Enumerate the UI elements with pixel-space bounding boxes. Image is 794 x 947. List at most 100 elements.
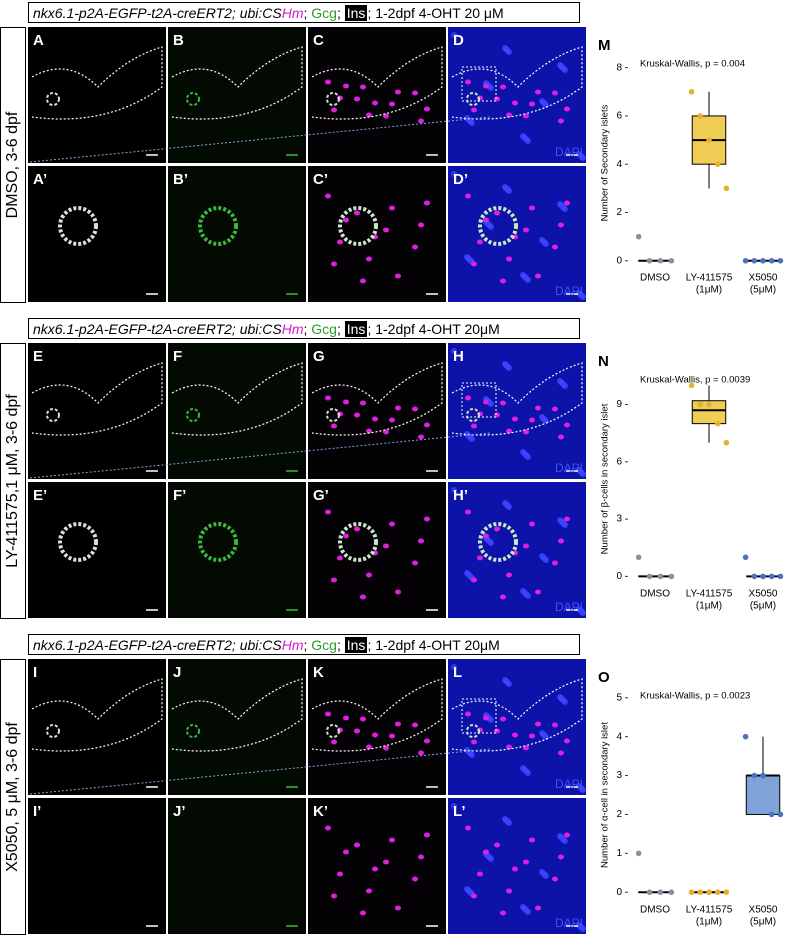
magenta-cell bbox=[500, 400, 506, 406]
magenta-cell bbox=[418, 538, 424, 544]
magenta-cell bbox=[483, 533, 489, 539]
header-part: ; 1-2dpf 4-OHT 20 μM bbox=[367, 5, 504, 21]
x-tick-note: (5μM) bbox=[750, 601, 776, 612]
magenta-cell bbox=[383, 543, 389, 549]
panel-header: nkx6.1-p2A-EGFP-t2A-creERT2; ubi:CSHm; G… bbox=[28, 318, 580, 339]
point bbox=[751, 772, 758, 779]
magenta-cell bbox=[395, 89, 401, 95]
point bbox=[777, 811, 784, 818]
panel-letter: A bbox=[33, 32, 44, 49]
y-tick-label: 1 bbox=[616, 848, 622, 859]
magenta-cell bbox=[412, 722, 418, 728]
magenta-cell bbox=[506, 744, 512, 750]
magenta-cell bbox=[366, 888, 372, 894]
header-part: Ins bbox=[344, 637, 368, 653]
nucleus bbox=[502, 45, 508, 51]
magenta-cell bbox=[465, 509, 471, 515]
point bbox=[714, 420, 721, 427]
header-part: ; bbox=[303, 637, 312, 653]
magenta-cell bbox=[558, 538, 564, 544]
magenta-cell bbox=[343, 83, 349, 89]
point bbox=[760, 772, 766, 779]
micrograph bbox=[168, 343, 306, 479]
magenta-cell bbox=[471, 739, 477, 745]
nucleus bbox=[557, 201, 563, 207]
y-axis-label: Number of Secondary islets bbox=[600, 104, 611, 221]
micrograph bbox=[448, 798, 586, 934]
magenta-cell bbox=[500, 84, 506, 90]
magenta-cell bbox=[383, 859, 389, 865]
point bbox=[688, 88, 695, 95]
nucleus bbox=[451, 32, 457, 38]
outline bbox=[451, 678, 583, 752]
nucleus bbox=[451, 171, 457, 177]
magenta-cell bbox=[412, 406, 418, 412]
x-tick-label: LY-411575 bbox=[686, 273, 733, 284]
nucleus bbox=[451, 664, 457, 670]
nucleus bbox=[502, 677, 508, 683]
magenta-cell bbox=[564, 832, 570, 838]
annotation: Kruskal-Wallis, p = 0.0039 bbox=[640, 375, 750, 386]
magenta-cell bbox=[552, 406, 558, 412]
magenta-cell bbox=[506, 572, 512, 578]
magenta-cell bbox=[343, 849, 349, 855]
magenta-cell bbox=[389, 417, 395, 423]
micrograph bbox=[448, 343, 586, 479]
magenta-cell bbox=[418, 854, 424, 860]
header-part: ; bbox=[303, 5, 312, 21]
panel-letter: F bbox=[173, 348, 182, 365]
outline bbox=[31, 46, 163, 120]
y-tick-label: 6 bbox=[616, 456, 622, 467]
islet bbox=[326, 724, 340, 738]
outline bbox=[451, 46, 583, 120]
point bbox=[742, 554, 749, 561]
header-part: Ins bbox=[344, 5, 368, 21]
point bbox=[697, 889, 704, 896]
magenta-cell bbox=[343, 399, 349, 405]
header-part: Hm bbox=[281, 5, 304, 21]
magenta-cell bbox=[412, 560, 418, 566]
magenta-cell bbox=[418, 750, 424, 756]
panel-letter: B’ bbox=[173, 171, 188, 188]
islet bbox=[338, 206, 378, 246]
magenta-cell bbox=[465, 711, 471, 717]
magenta-cell bbox=[366, 112, 372, 118]
magenta-cell bbox=[337, 555, 343, 561]
magenta-cell bbox=[471, 423, 477, 429]
x-tick-label: LY-411575 bbox=[686, 905, 733, 916]
micrograph bbox=[168, 659, 306, 795]
micrograph bbox=[28, 482, 166, 618]
point bbox=[657, 889, 664, 896]
header-part: Gcg bbox=[311, 321, 337, 337]
micrograph bbox=[168, 482, 306, 618]
y-axis-label: Number of β-cells in secondary islet bbox=[600, 403, 611, 554]
annotation: Kruskal-Wallis, p = 0.004 bbox=[640, 59, 745, 70]
point bbox=[723, 439, 730, 446]
magenta-cell bbox=[529, 733, 535, 739]
magenta-cell bbox=[383, 113, 389, 119]
micrograph bbox=[308, 659, 446, 795]
magenta-cell bbox=[512, 866, 518, 872]
point bbox=[723, 889, 730, 896]
magenta-cell bbox=[331, 577, 337, 583]
magenta-cell bbox=[418, 222, 424, 228]
magenta-cell bbox=[477, 555, 483, 561]
nucleus bbox=[520, 588, 526, 594]
magenta-cell bbox=[372, 416, 378, 422]
nucleus bbox=[520, 765, 526, 771]
panel-letter: K’ bbox=[313, 803, 328, 820]
nucleus bbox=[502, 500, 508, 506]
micrograph bbox=[168, 166, 306, 302]
y-tick-label: 0 bbox=[616, 887, 622, 898]
magenta-cell bbox=[535, 89, 541, 95]
magenta-cell bbox=[535, 273, 541, 279]
outline bbox=[171, 46, 303, 120]
magenta-cell bbox=[389, 733, 395, 739]
islet bbox=[186, 92, 200, 106]
nucleus bbox=[451, 803, 457, 809]
magenta-cell bbox=[325, 79, 331, 85]
magenta-cell bbox=[395, 721, 401, 727]
magenta-cell bbox=[564, 200, 570, 206]
nucleus bbox=[557, 62, 563, 68]
magenta-cell bbox=[483, 715, 489, 721]
